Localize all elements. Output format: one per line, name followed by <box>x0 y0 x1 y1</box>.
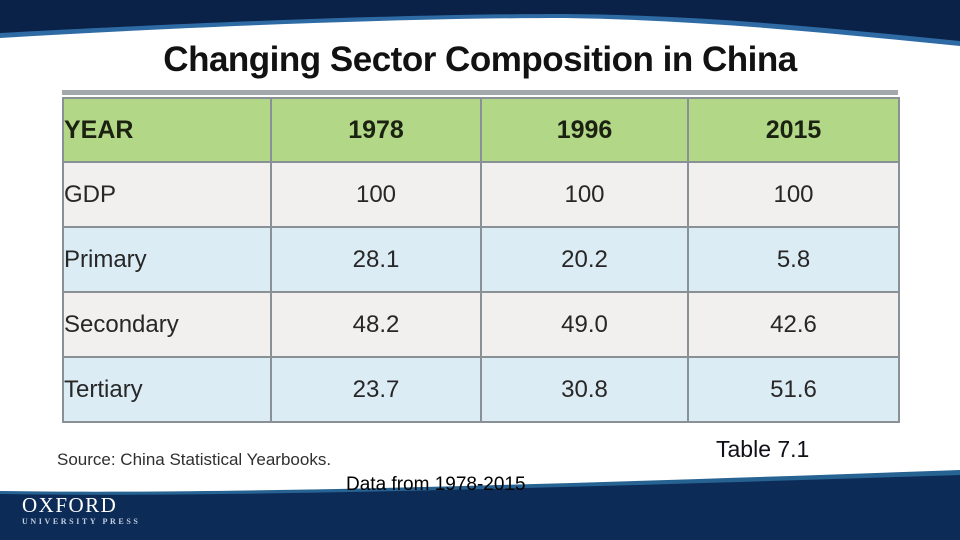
data-range-note: Data from 1978-2015 <box>346 474 526 495</box>
table-top-bar <box>62 90 898 95</box>
table-cell: 100 <box>687 161 900 228</box>
table-cell: 100 <box>480 161 689 228</box>
table-cell: 28.1 <box>270 226 482 293</box>
column-header-1978: 1978 <box>270 97 482 163</box>
table-cell: 30.8 <box>480 356 689 423</box>
table-cell: 51.6 <box>687 356 900 423</box>
source-note: Source: China Statistical Yearbooks. <box>57 450 332 469</box>
table-cell: 42.6 <box>687 291 900 358</box>
column-header-1996: 1996 <box>480 97 689 163</box>
column-header-year: YEAR <box>62 97 272 163</box>
table-row-tertiary: Tertiary 23.7 30.8 51.6 <box>62 356 900 423</box>
sector-composition-table: YEAR 1978 1996 2015 GDP 100 100 100 Prim… <box>62 97 900 423</box>
row-label: Tertiary <box>62 356 272 423</box>
table-row-primary: Primary 28.1 20.2 5.8 <box>62 226 900 293</box>
row-label: GDP <box>62 161 272 228</box>
table-row-secondary: Secondary 48.2 49.0 42.6 <box>62 291 900 358</box>
row-label: Secondary <box>62 291 272 358</box>
slide-title: Changing Sector Composition in China <box>163 40 797 79</box>
column-header-2015: 2015 <box>687 97 900 163</box>
logo-tagline: UNIVERSITY PRESS <box>22 517 141 526</box>
table-cell: 23.7 <box>270 356 482 423</box>
row-label: Primary <box>62 226 272 293</box>
logo-name: OXFORD <box>22 493 118 517</box>
table-header-row: YEAR 1978 1996 2015 <box>62 97 900 163</box>
table-cell: 5.8 <box>687 226 900 293</box>
table-cell: 100 <box>270 161 482 228</box>
table-caption: Table 7.1 <box>716 436 810 462</box>
table-cell: 20.2 <box>480 226 689 293</box>
table-row-gdp: GDP 100 100 100 <box>62 161 900 228</box>
table-cell: 48.2 <box>270 291 482 358</box>
table-cell: 49.0 <box>480 291 689 358</box>
oxford-university-press-logo: OXFORD UNIVERSITY PRESS <box>22 494 140 526</box>
